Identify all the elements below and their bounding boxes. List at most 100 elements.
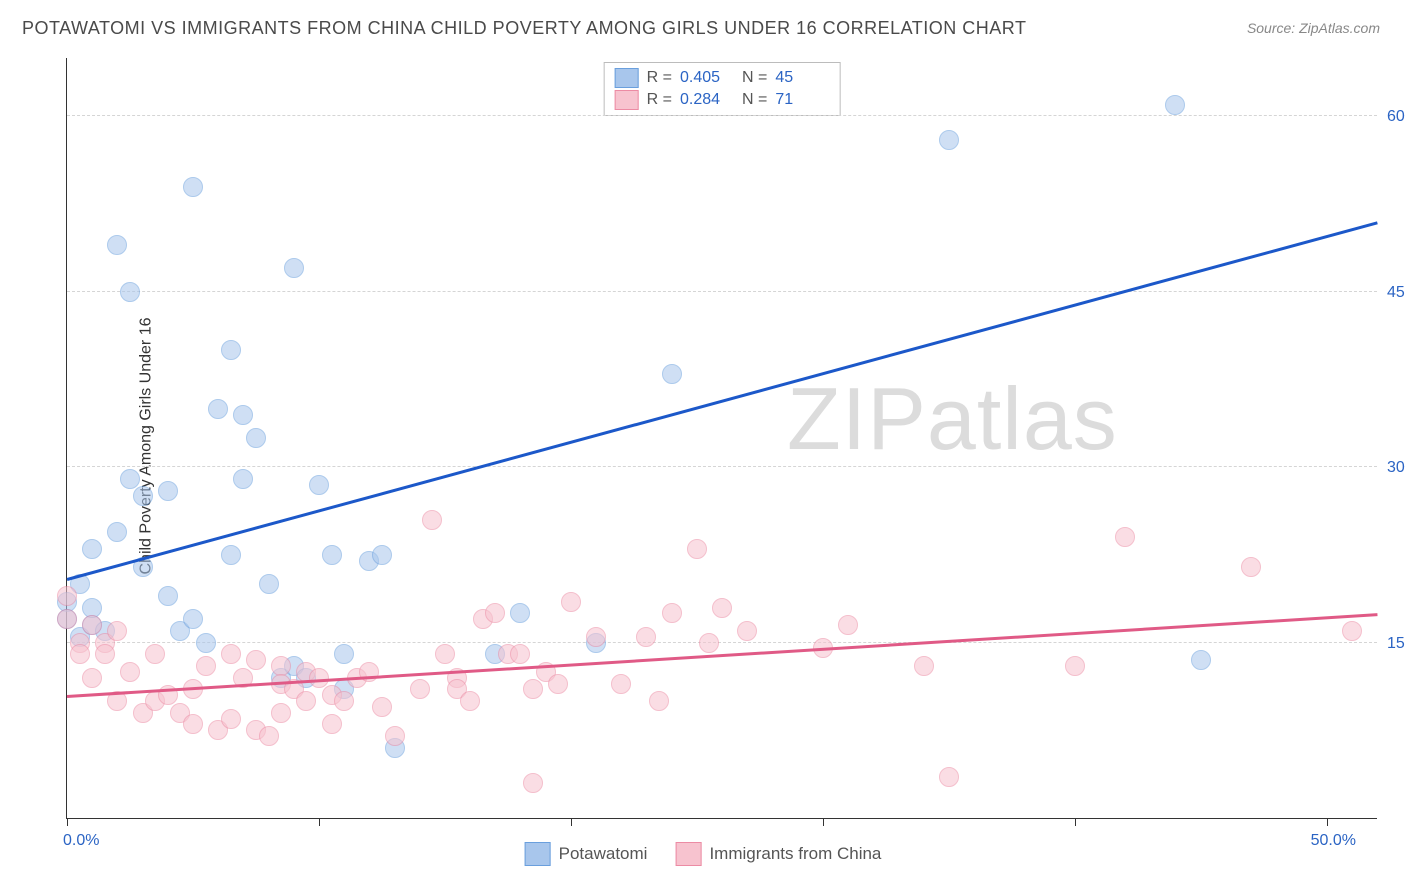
- watermark-zip: ZIP: [787, 369, 927, 468]
- data-point: [322, 714, 342, 734]
- n-value-0: 45: [775, 69, 829, 87]
- data-point: [510, 603, 530, 623]
- data-point: [246, 650, 266, 670]
- data-point: [57, 609, 77, 629]
- data-point: [133, 486, 153, 506]
- data-point: [485, 603, 505, 623]
- x-tick: [67, 818, 68, 826]
- data-point: [385, 726, 405, 746]
- data-point: [334, 644, 354, 664]
- gridline: [67, 291, 1377, 292]
- data-point: [120, 282, 140, 302]
- data-point: [120, 469, 140, 489]
- data-point: [158, 481, 178, 501]
- data-point: [271, 703, 291, 723]
- data-point: [649, 691, 669, 711]
- watermark: ZIPatlas: [787, 368, 1118, 470]
- data-point: [636, 627, 656, 647]
- data-point: [939, 130, 959, 150]
- data-point: [939, 767, 959, 787]
- chart-title: POTAWATOMI VS IMMIGRANTS FROM CHINA CHIL…: [22, 18, 1026, 39]
- data-point: [422, 510, 442, 530]
- data-point: [183, 714, 203, 734]
- data-point: [284, 258, 304, 278]
- gridline: [67, 466, 1377, 467]
- data-point: [145, 644, 165, 664]
- data-point: [372, 545, 392, 565]
- data-point: [548, 674, 568, 694]
- data-point: [838, 615, 858, 635]
- data-point: [221, 340, 241, 360]
- x-tick: [1327, 818, 1328, 826]
- y-tick-label: 15.0%: [1387, 635, 1406, 653]
- data-point: [57, 586, 77, 606]
- data-point: [523, 679, 543, 699]
- legend-swatch: [675, 842, 701, 866]
- data-point: [309, 668, 329, 688]
- data-point: [158, 586, 178, 606]
- data-point: [1191, 650, 1211, 670]
- data-point: [208, 399, 228, 419]
- data-point: [221, 644, 241, 664]
- data-point: [107, 621, 127, 641]
- data-point: [435, 644, 455, 664]
- legend-row-series-0: R = 0.405 N = 45: [615, 67, 830, 89]
- n-value-1: 71: [775, 91, 829, 109]
- data-point: [221, 545, 241, 565]
- data-point: [82, 615, 102, 635]
- data-point: [460, 691, 480, 711]
- y-tick-label: 30.0%: [1387, 459, 1406, 477]
- data-point: [1065, 656, 1085, 676]
- legend-row-series-1: R = 0.284 N = 71: [615, 89, 830, 111]
- data-point: [523, 773, 543, 793]
- legend-label: Potawatomi: [559, 844, 648, 864]
- data-point: [410, 679, 430, 699]
- data-point: [1241, 557, 1261, 577]
- trend-line: [67, 222, 1378, 581]
- data-point: [196, 633, 216, 653]
- data-point: [246, 428, 266, 448]
- swatch-series-1: [615, 90, 639, 110]
- data-point: [611, 674, 631, 694]
- x-tick: [1075, 818, 1076, 826]
- swatch-series-0: [615, 68, 639, 88]
- correlation-legend: R = 0.405 N = 45 R = 0.284 N = 71: [604, 62, 841, 116]
- gridline: [67, 642, 1377, 643]
- legend-swatch: [525, 842, 551, 866]
- n-label: N =: [742, 69, 767, 87]
- data-point: [737, 621, 757, 641]
- data-point: [107, 522, 127, 542]
- data-point: [699, 633, 719, 653]
- data-point: [183, 177, 203, 197]
- data-point: [1115, 527, 1135, 547]
- x-tick-label: 50.0%: [1311, 832, 1356, 850]
- data-point: [586, 627, 606, 647]
- gridline: [67, 115, 1377, 116]
- watermark-atlas: atlas: [927, 369, 1118, 468]
- data-point: [82, 668, 102, 688]
- data-point: [221, 709, 241, 729]
- data-point: [322, 545, 342, 565]
- scatter-plot-area: ZIPatlas R = 0.405 N = 45 R = 0.284 N = …: [66, 58, 1377, 819]
- r-value-0: 0.405: [680, 69, 734, 87]
- data-point: [233, 405, 253, 425]
- x-tick: [319, 818, 320, 826]
- n-label: N =: [742, 91, 767, 109]
- legend-label: Immigrants from China: [709, 844, 881, 864]
- data-point: [1165, 95, 1185, 115]
- data-point: [259, 726, 279, 746]
- data-point: [95, 644, 115, 664]
- data-point: [259, 574, 279, 594]
- data-point: [334, 691, 354, 711]
- y-tick-label: 60.0%: [1387, 108, 1406, 126]
- legend-entry: Immigrants from China: [675, 842, 881, 866]
- y-tick-label: 45.0%: [1387, 284, 1406, 302]
- r-label: R =: [647, 69, 672, 87]
- data-point: [183, 609, 203, 629]
- data-point: [687, 539, 707, 559]
- x-tick-label: 0.0%: [63, 832, 99, 850]
- data-point: [120, 662, 140, 682]
- data-point: [510, 644, 530, 664]
- data-point: [914, 656, 934, 676]
- data-point: [561, 592, 581, 612]
